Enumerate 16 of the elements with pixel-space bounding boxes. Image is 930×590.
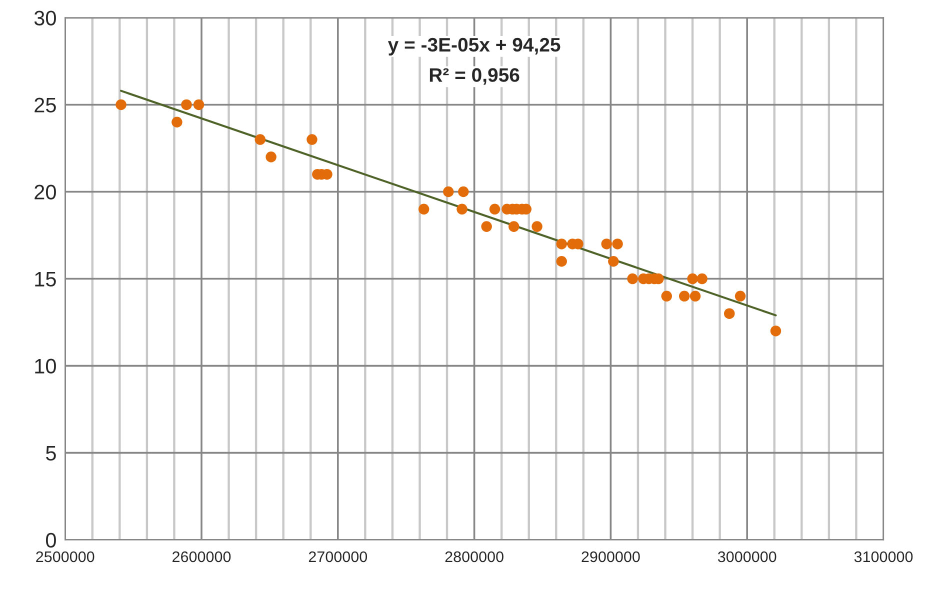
y-tick-label: 15 <box>35 272 56 287</box>
x-tick-label: 2700000 <box>308 551 368 562</box>
x-tick-label: 2500000 <box>36 551 94 562</box>
y-tick-label: 30 <box>34 10 56 26</box>
x-tick-label: 2600000 <box>172 551 231 562</box>
y-tick-label: 20 <box>34 184 56 200</box>
x-tick-label: 3100000 <box>854 551 913 562</box>
y-tick-label: 5 <box>46 446 56 461</box>
x-tick-label: 2900000 <box>582 551 640 562</box>
annotation: R² = 0,956 <box>430 68 520 85</box>
y-tick-label: 25 <box>34 98 56 112</box>
y-tick-label: 0 <box>46 532 56 548</box>
y-tick-label: 10 <box>35 358 56 374</box>
x-tick-label: 2800000 <box>445 551 504 562</box>
x-tick-label: 3000000 <box>718 551 776 562</box>
annotation: y = -3E-05x + 94,25 <box>388 38 560 56</box>
